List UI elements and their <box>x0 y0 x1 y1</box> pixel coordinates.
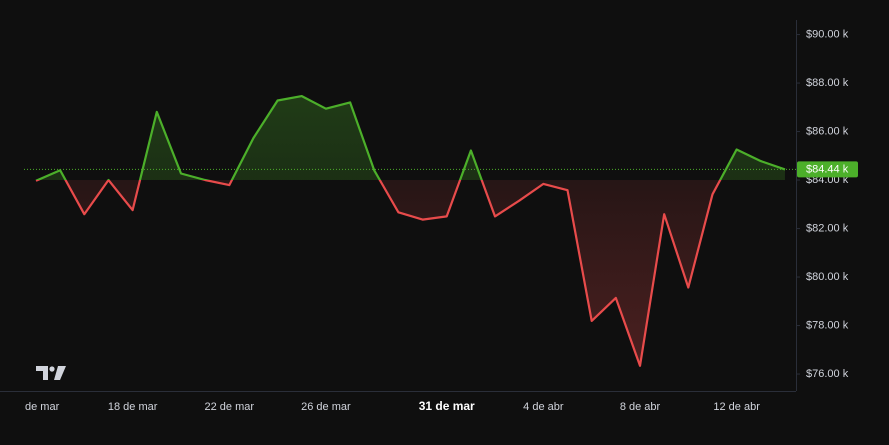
y-tick-label: $82.00 k <box>806 222 849 234</box>
price-label: $84.44 k <box>806 163 849 175</box>
x-tick-label: 4 de abr <box>523 401 564 413</box>
baseline-area-down <box>36 180 721 366</box>
y-tick-label: $90.00 k <box>806 28 849 40</box>
x-tick-label: 26 de mar <box>301 401 351 413</box>
x-tick-label: 8 de abr <box>620 401 661 413</box>
y-tick-label: $76.00 k <box>806 368 849 380</box>
x-tick-label: 31 de mar <box>419 399 475 413</box>
line-down <box>35 180 722 367</box>
y-tick-label: $78.00 k <box>806 319 849 331</box>
y-tick-label: $86.00 k <box>806 125 849 137</box>
x-tick-label: 22 de mar <box>205 401 255 413</box>
x-tick-label: 18 de mar <box>108 401 158 413</box>
tradingview-logo <box>36 366 66 380</box>
x-tick-label: 12 de abr <box>713 401 760 413</box>
y-tick-label: $88.00 k <box>806 77 849 89</box>
y-tick-label: $80.00 k <box>806 271 849 283</box>
x-tick-label: de mar <box>25 401 60 413</box>
line-up <box>35 95 786 181</box>
price-label-box <box>797 161 858 178</box>
